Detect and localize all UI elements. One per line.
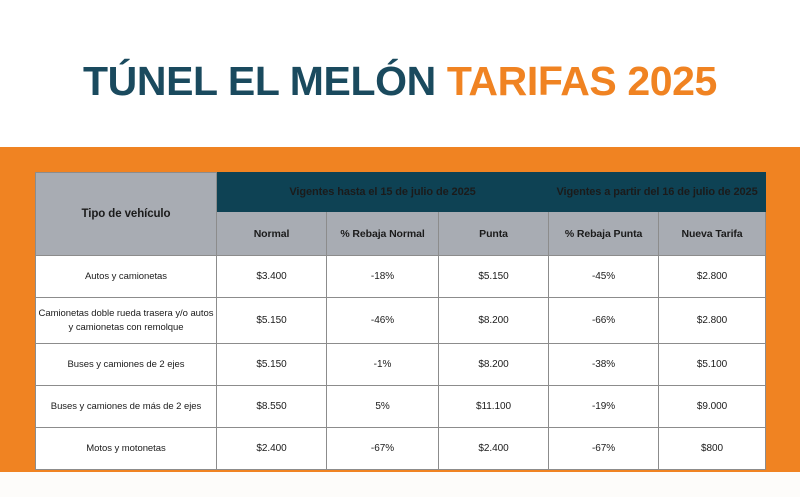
cell-nueva-tarifa: $5.100 (658, 343, 767, 386)
cell-rebaja-punta: -67% (548, 427, 660, 470)
cell-rebaja-punta: -66% (548, 297, 660, 344)
cell-nueva-tarifa: $2.800 (658, 297, 767, 344)
cell-nueva-tarifa: $2.800 (658, 255, 767, 298)
cell-vehicle: Motos y motonetas (35, 427, 217, 470)
cell-rebaja-punta: -38% (548, 343, 660, 386)
cell-punta: $2.400 (437, 427, 550, 470)
column-header-vehicle-type: Tipo de vehículo (35, 172, 217, 256)
cell-normal: $5.150 (216, 343, 327, 386)
cell-punta: $5.150 (437, 255, 550, 298)
column-group-header-after: Vigentes a partir del 16 de julio de 202… (548, 172, 767, 212)
cell-rebaja-punta: -19% (548, 385, 660, 428)
cell-rebaja-normal: -18% (326, 255, 439, 298)
cell-normal: $3.400 (216, 255, 327, 298)
column-header-nueva-tarifa: Nueva Tarifa (658, 211, 767, 256)
table-head: Tipo de vehículo Vigentes hasta el 15 de… (35, 172, 767, 256)
column-header-rebaja-normal: % Rebaja Normal (326, 211, 439, 256)
cell-normal: $5.150 (216, 297, 327, 344)
table-row: Autos y camionetas $3.400 -18% $5.150 -4… (35, 255, 767, 298)
cell-nueva-tarifa: $9.000 (658, 385, 767, 428)
table-row: Motos y motonetas $2.400 -67% $2.400 -67… (35, 427, 767, 470)
cell-rebaja-normal: -46% (326, 297, 439, 344)
cell-rebaja-normal: -1% (326, 343, 439, 386)
cell-nueva-tarifa: $800 (658, 427, 767, 470)
cell-punta: $8.200 (437, 343, 550, 386)
table-row: Buses y camiones de 2 ejes $5.150 -1% $8… (35, 343, 767, 386)
column-group-header-before: Vigentes hasta el 15 de julio de 2025 (215, 172, 550, 212)
bottom-white-strip (0, 472, 800, 497)
cell-rebaja-punta: -45% (548, 255, 660, 298)
cell-rebaja-normal: -67% (326, 427, 439, 470)
cell-rebaja-normal: 5% (326, 385, 439, 428)
table-row: Camionetas doble rueda trasera y/o autos… (35, 297, 767, 344)
column-header-rebaja-punta: % Rebaja Punta (548, 211, 660, 256)
column-header-normal: Normal (216, 211, 327, 256)
cell-vehicle: Camionetas doble rueda trasera y/o autos… (35, 297, 217, 344)
tariff-table-container: Tipo de vehículo Vigentes hasta el 15 de… (35, 172, 767, 470)
cell-normal: $8.550 (216, 385, 327, 428)
page-title-primary: TÚNEL EL MELÓN (83, 58, 447, 104)
table-row: Buses y camiones de más de 2 ejes $8.550… (35, 385, 767, 428)
table-header-group-row: Tipo de vehículo Vigentes hasta el 15 de… (35, 172, 767, 256)
cell-punta: $8.200 (437, 297, 550, 344)
cell-vehicle: Buses y camiones de más de 2 ejes (35, 385, 217, 428)
table-header-sub-row: Normal % Rebaja Normal Punta % Rebaja Pu… (36, 211, 767, 256)
page-title: TÚNEL EL MELÓN TARIFAS 2025 (83, 61, 717, 102)
tariff-table: Tipo de vehículo Vigentes hasta el 15 de… (35, 172, 767, 470)
cell-vehicle: Buses y camiones de 2 ejes (35, 343, 217, 386)
cell-punta: $11.100 (437, 385, 550, 428)
cell-vehicle: Autos y camionetas (35, 255, 217, 298)
column-header-punta: Punta (437, 211, 550, 256)
cell-normal: $2.400 (216, 427, 327, 470)
title-area: TÚNEL EL MELÓN TARIFAS 2025 (0, 0, 800, 147)
table-body: Autos y camionetas $3.400 -18% $5.150 -4… (35, 255, 767, 470)
page-title-accent: TARIFAS 2025 (446, 58, 718, 104)
